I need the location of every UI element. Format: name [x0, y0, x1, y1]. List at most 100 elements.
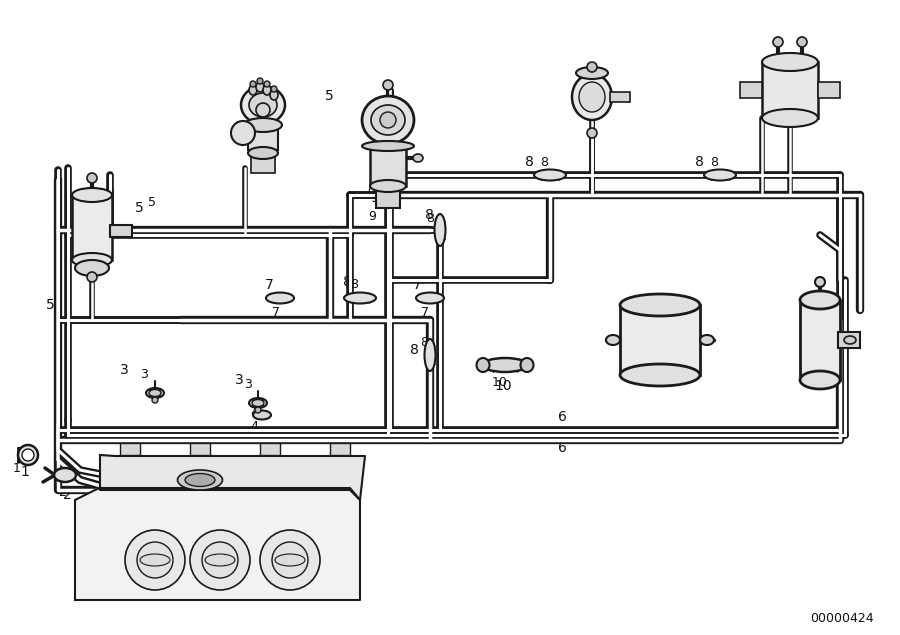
Ellipse shape	[248, 147, 278, 159]
Ellipse shape	[75, 260, 109, 276]
Ellipse shape	[534, 170, 566, 180]
Text: 7: 7	[421, 305, 429, 319]
Text: 8: 8	[425, 208, 434, 222]
Text: 5: 5	[148, 196, 156, 208]
Bar	[150, 389, 160, 397]
Ellipse shape	[256, 82, 264, 92]
Text: 6: 6	[558, 410, 567, 424]
Ellipse shape	[425, 339, 436, 371]
Text: 10: 10	[492, 375, 508, 389]
Bar	[248, 125, 278, 150]
Ellipse shape	[620, 294, 700, 316]
Text: 5: 5	[325, 89, 334, 103]
Text: 8: 8	[420, 335, 428, 349]
Text: 5: 5	[135, 201, 144, 215]
Ellipse shape	[54, 468, 76, 482]
Bar	[620, 305, 700, 375]
Circle shape	[256, 103, 270, 117]
Circle shape	[18, 445, 38, 465]
Ellipse shape	[205, 554, 235, 566]
Ellipse shape	[253, 410, 271, 420]
Bar	[376, 186, 400, 208]
Bar	[818, 82, 840, 98]
Ellipse shape	[362, 96, 414, 144]
Bar	[838, 332, 860, 348]
Ellipse shape	[700, 335, 714, 345]
Circle shape	[257, 78, 263, 84]
Ellipse shape	[249, 85, 257, 95]
Ellipse shape	[362, 141, 414, 151]
Ellipse shape	[606, 335, 620, 345]
Ellipse shape	[800, 291, 840, 309]
Circle shape	[250, 81, 256, 87]
Circle shape	[87, 272, 97, 282]
Ellipse shape	[249, 398, 267, 408]
Text: 3: 3	[244, 377, 252, 391]
Ellipse shape	[72, 188, 112, 202]
Circle shape	[231, 121, 255, 145]
Ellipse shape	[704, 170, 736, 180]
Ellipse shape	[249, 93, 277, 117]
Bar	[253, 399, 263, 407]
Ellipse shape	[344, 293, 376, 304]
Ellipse shape	[579, 82, 605, 112]
Ellipse shape	[413, 154, 423, 162]
Circle shape	[797, 37, 807, 47]
Text: 2: 2	[58, 486, 66, 500]
Circle shape	[773, 37, 783, 47]
Ellipse shape	[482, 358, 527, 372]
Text: 10: 10	[494, 379, 511, 393]
Bar	[330, 443, 350, 455]
Text: 1: 1	[20, 465, 29, 479]
Ellipse shape	[435, 214, 446, 246]
Text: 3: 3	[140, 368, 148, 382]
Text: 7: 7	[413, 278, 422, 292]
Bar	[800, 300, 840, 380]
Bar	[260, 443, 280, 455]
Ellipse shape	[72, 253, 112, 267]
Ellipse shape	[140, 554, 170, 566]
Text: 8: 8	[410, 343, 419, 357]
Ellipse shape	[520, 358, 534, 372]
Bar	[190, 443, 210, 455]
Ellipse shape	[844, 336, 856, 344]
Text: 8: 8	[350, 277, 358, 290]
Circle shape	[190, 530, 250, 590]
Ellipse shape	[476, 358, 490, 372]
Bar	[370, 146, 406, 186]
Bar	[72, 195, 112, 260]
Ellipse shape	[185, 474, 215, 486]
Ellipse shape	[371, 105, 405, 135]
Circle shape	[137, 542, 173, 578]
Text: 8: 8	[525, 155, 534, 169]
Text: 00000424: 00000424	[810, 612, 874, 624]
Bar	[610, 92, 630, 102]
Ellipse shape	[416, 293, 444, 304]
Ellipse shape	[270, 90, 278, 100]
Text: 5: 5	[46, 298, 55, 312]
Circle shape	[125, 530, 185, 590]
Ellipse shape	[263, 85, 271, 95]
Text: 8: 8	[540, 156, 548, 168]
Text: 8: 8	[710, 156, 718, 168]
Text: 6: 6	[558, 441, 567, 455]
Text: 7: 7	[265, 278, 274, 292]
Ellipse shape	[252, 399, 264, 406]
Circle shape	[587, 128, 597, 138]
Text: 3: 3	[235, 373, 244, 387]
Bar	[251, 153, 275, 173]
Circle shape	[272, 542, 308, 578]
Circle shape	[87, 173, 97, 183]
Text: 7: 7	[272, 305, 280, 319]
Ellipse shape	[762, 53, 818, 71]
Text: 2: 2	[63, 488, 72, 502]
Circle shape	[271, 86, 277, 92]
Circle shape	[383, 80, 393, 90]
Text: 1: 1	[14, 462, 21, 474]
Text: 4: 4	[250, 406, 259, 420]
Circle shape	[815, 277, 825, 287]
Polygon shape	[100, 455, 365, 500]
Bar	[762, 62, 818, 118]
Ellipse shape	[149, 389, 161, 396]
Ellipse shape	[370, 180, 406, 192]
